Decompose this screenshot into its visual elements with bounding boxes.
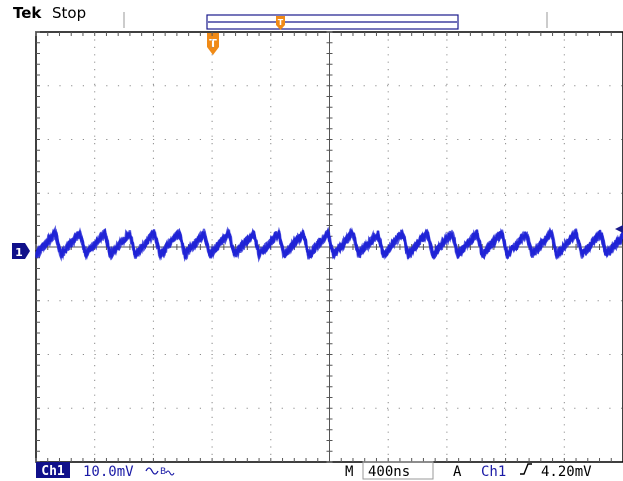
- record-view-bar[interactable]: T: [206, 14, 459, 30]
- ch1-marker-icon: [12, 243, 30, 259]
- ch1-waveform: [34, 224, 623, 263]
- acquisition-status: Stop: [52, 4, 86, 22]
- timebase-box[interactable]: [362, 461, 434, 480]
- svg-text:T: T: [278, 18, 284, 27]
- brand-label: Tek: [13, 4, 42, 22]
- ch1-scale[interactable]: 10.0mV: [83, 464, 134, 480]
- trigger-mode: A: [453, 464, 462, 480]
- record-trigger-marker-icon: T: [276, 16, 285, 30]
- bottom-readout-bar: Ch1 10.0mV B M 400ns A Ch1 4.20mV: [36, 461, 592, 480]
- top-status-bar: Tek Stop T: [13, 4, 548, 30]
- ch1-ground-marker[interactable]: 1: [12, 243, 30, 259]
- trigger-position-marker[interactable]: T: [207, 33, 219, 55]
- trigger-position-label: T: [209, 37, 217, 50]
- trigger-source[interactable]: Ch1: [481, 464, 506, 480]
- timebase-prefix: M: [345, 464, 353, 480]
- trigger-position-icon: [207, 33, 219, 55]
- ch1-badge-label: Ch1: [41, 464, 65, 479]
- svg-text:B: B: [160, 467, 166, 477]
- trigger-level-icon: [615, 225, 623, 233]
- timebase-value[interactable]: 400ns: [368, 464, 410, 480]
- ch1-marker-label: 1: [15, 246, 23, 259]
- rising-edge-icon: [520, 463, 532, 475]
- trigger-level-marker[interactable]: [615, 225, 623, 233]
- ch1-badge[interactable]: Ch1: [36, 462, 70, 479]
- trigger-level[interactable]: 4.20mV: [541, 464, 592, 480]
- bandwidth-limit-icon: B: [145, 467, 175, 477]
- waveform-trace: [35, 227, 623, 263]
